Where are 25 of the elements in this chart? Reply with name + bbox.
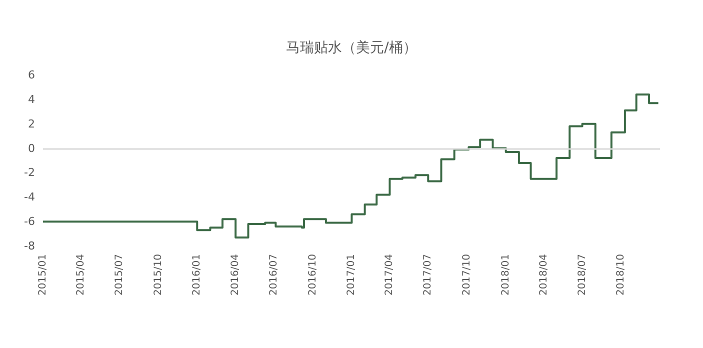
- x-tick-label: 2016/10: [307, 254, 318, 296]
- x-tick-label: 2017/01: [346, 254, 358, 296]
- y-tick-label: 6: [28, 68, 35, 82]
- x-tick-label: 2018/07: [576, 254, 588, 296]
- y-tick-label: 0: [28, 142, 35, 155]
- x-tick-label: 2016/01: [192, 254, 203, 296]
- y-tick-label: 4: [28, 92, 35, 106]
- x-tick-label: 2015/04: [76, 254, 87, 296]
- y-tick-label: -2: [24, 166, 35, 180]
- chart-title: 马瑞贴水（美元/桶）: [286, 40, 417, 56]
- x-tick-label: 2018/10: [616, 254, 627, 296]
- y-tick-label: -4: [24, 190, 35, 204]
- x-tick-label: 2016/07: [268, 254, 280, 296]
- x-tick-label: 2018/01: [500, 254, 512, 296]
- x-tick-label: 2017/10: [462, 254, 473, 296]
- x-tick-label: 2015/01: [38, 254, 48, 296]
- x-tick-label: 2015/10: [152, 254, 164, 296]
- y-tick-label: -8: [24, 240, 35, 252]
- x-tick-label: 2016/04: [230, 254, 242, 296]
- x-tick-label: 2017/07: [422, 254, 434, 296]
- y-tick-label: -6: [24, 215, 35, 228]
- y-tick-label: 2: [28, 117, 35, 130]
- x-tick-label: 2017/04: [384, 254, 396, 296]
- x-tick-label: 2018/04: [538, 254, 550, 296]
- x-tick-label: 2015/07: [114, 254, 125, 296]
